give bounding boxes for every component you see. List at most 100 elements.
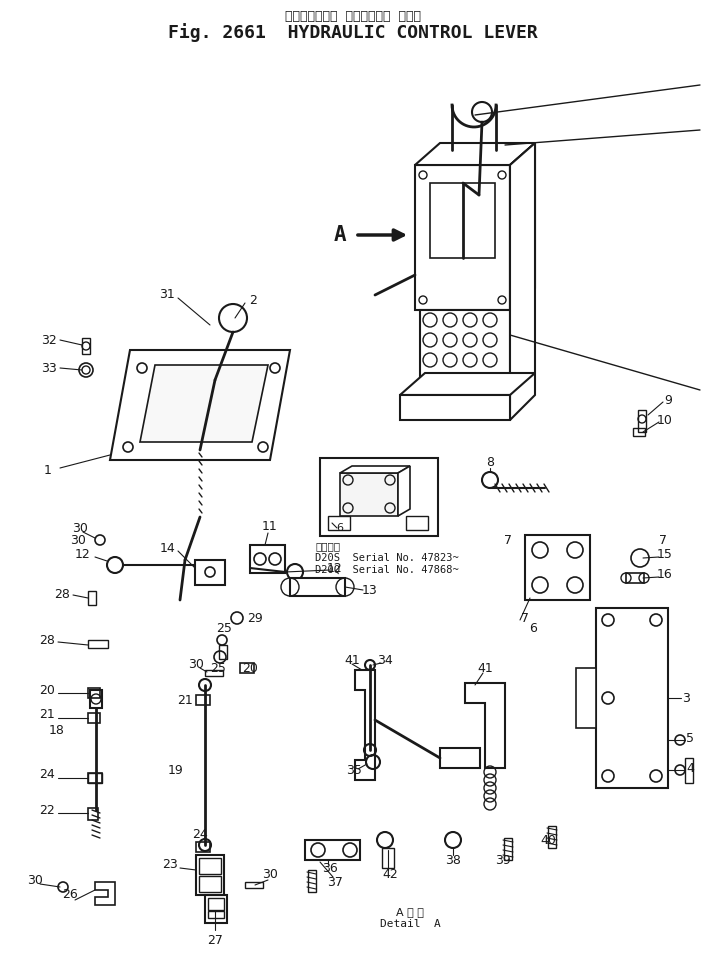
- Text: 36: 36: [322, 861, 338, 875]
- Text: 33: 33: [41, 361, 57, 375]
- Polygon shape: [415, 143, 535, 165]
- Text: A: A: [334, 225, 347, 245]
- Circle shape: [463, 353, 477, 367]
- Bar: [525, 535, 590, 600]
- Text: 24: 24: [192, 829, 208, 841]
- Polygon shape: [355, 670, 375, 780]
- Text: 19: 19: [167, 764, 183, 777]
- Bar: [320, 458, 438, 536]
- Text: 12: 12: [74, 549, 90, 561]
- Bar: [88, 688, 100, 698]
- Polygon shape: [465, 683, 505, 768]
- Text: 21: 21: [177, 694, 193, 706]
- Text: 30: 30: [70, 534, 86, 546]
- Circle shape: [423, 373, 437, 387]
- Text: ハイドロリック  コントロール  レバー: ハイドロリック コントロール レバー: [285, 10, 421, 22]
- Polygon shape: [340, 466, 410, 473]
- Circle shape: [483, 373, 497, 387]
- Text: 30: 30: [72, 521, 88, 535]
- Circle shape: [463, 313, 477, 327]
- Bar: [208, 911, 224, 918]
- Text: 5: 5: [686, 732, 694, 744]
- Text: 38: 38: [445, 854, 461, 866]
- Text: 41: 41: [344, 653, 360, 667]
- Circle shape: [472, 102, 492, 122]
- Text: 35: 35: [346, 764, 362, 777]
- Text: 25: 25: [216, 622, 232, 634]
- Bar: [548, 826, 556, 848]
- Text: A 詳 細: A 詳 細: [396, 907, 424, 917]
- Circle shape: [443, 373, 457, 387]
- Bar: [504, 838, 512, 860]
- Text: 34: 34: [377, 653, 393, 667]
- Text: 28: 28: [39, 633, 55, 647]
- Polygon shape: [95, 882, 115, 905]
- Text: 41: 41: [477, 662, 493, 674]
- Bar: [88, 591, 96, 605]
- Text: 31: 31: [159, 288, 175, 302]
- Text: Fig. 2661  HYDRAULIC CONTROL LEVER: Fig. 2661 HYDRAULIC CONTROL LEVER: [168, 24, 538, 42]
- Text: 30: 30: [27, 874, 43, 886]
- Bar: [685, 758, 693, 783]
- Text: 7: 7: [504, 534, 512, 546]
- Bar: [250, 545, 285, 573]
- Text: 30: 30: [262, 869, 278, 881]
- Text: 20: 20: [39, 683, 55, 696]
- Bar: [88, 640, 108, 648]
- Text: 28: 28: [54, 588, 70, 602]
- Text: 18: 18: [49, 723, 65, 737]
- Circle shape: [219, 304, 247, 332]
- Text: 23: 23: [162, 858, 178, 872]
- Circle shape: [483, 313, 497, 327]
- Bar: [88, 808, 98, 820]
- Text: 適用号番: 適用号番: [315, 541, 340, 551]
- Bar: [626, 573, 644, 583]
- Text: 42: 42: [382, 869, 398, 881]
- Text: 7: 7: [521, 611, 529, 625]
- Circle shape: [423, 333, 437, 347]
- Polygon shape: [398, 466, 410, 516]
- Bar: [430, 183, 495, 258]
- Polygon shape: [110, 350, 290, 460]
- Bar: [82, 338, 90, 354]
- Bar: [88, 773, 102, 783]
- Polygon shape: [140, 365, 268, 442]
- Circle shape: [443, 333, 457, 347]
- Polygon shape: [400, 373, 535, 395]
- Text: 6: 6: [337, 523, 344, 533]
- Bar: [638, 410, 646, 432]
- Text: 6: 6: [529, 622, 537, 634]
- Text: 39: 39: [495, 854, 511, 866]
- Text: 9: 9: [664, 394, 672, 406]
- Text: 20: 20: [242, 662, 258, 674]
- Bar: [205, 670, 223, 676]
- Polygon shape: [415, 165, 510, 310]
- Text: 26: 26: [62, 888, 78, 901]
- Text: 22: 22: [40, 804, 55, 816]
- Bar: [88, 713, 100, 723]
- Bar: [406, 516, 428, 530]
- Polygon shape: [340, 473, 398, 516]
- Text: 27: 27: [207, 933, 223, 947]
- Bar: [219, 645, 227, 659]
- Text: 21: 21: [40, 709, 55, 721]
- Text: 37: 37: [327, 876, 343, 888]
- Bar: [382, 848, 394, 868]
- Text: 29: 29: [247, 611, 263, 625]
- Text: 30: 30: [188, 658, 204, 672]
- Text: 13: 13: [362, 583, 378, 597]
- Bar: [199, 876, 221, 892]
- Text: 4: 4: [686, 762, 694, 774]
- Bar: [208, 898, 224, 910]
- Circle shape: [483, 353, 497, 367]
- Text: 1: 1: [44, 464, 52, 476]
- Polygon shape: [510, 143, 535, 310]
- Bar: [328, 516, 350, 530]
- Polygon shape: [400, 395, 510, 420]
- Bar: [240, 663, 254, 673]
- Text: 8: 8: [486, 455, 494, 468]
- Circle shape: [463, 373, 477, 387]
- Text: D20Q  Serial No. 47868~: D20Q Serial No. 47868~: [315, 565, 459, 575]
- Circle shape: [443, 313, 457, 327]
- Text: 3: 3: [682, 692, 690, 704]
